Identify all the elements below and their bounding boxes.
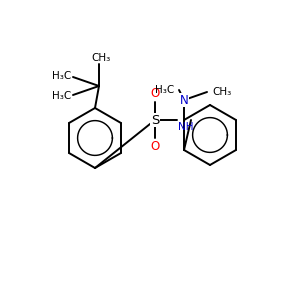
Text: CH₃: CH₃ bbox=[212, 87, 231, 97]
Text: H₃C: H₃C bbox=[155, 85, 174, 95]
Text: N: N bbox=[180, 94, 188, 106]
Text: S: S bbox=[151, 113, 159, 127]
Text: O: O bbox=[150, 87, 160, 100]
Text: CH₃: CH₃ bbox=[92, 53, 111, 63]
Text: H₃C: H₃C bbox=[52, 71, 71, 81]
Text: NH: NH bbox=[178, 122, 194, 132]
Text: H₃C: H₃C bbox=[52, 91, 71, 101]
Text: O: O bbox=[150, 140, 160, 153]
